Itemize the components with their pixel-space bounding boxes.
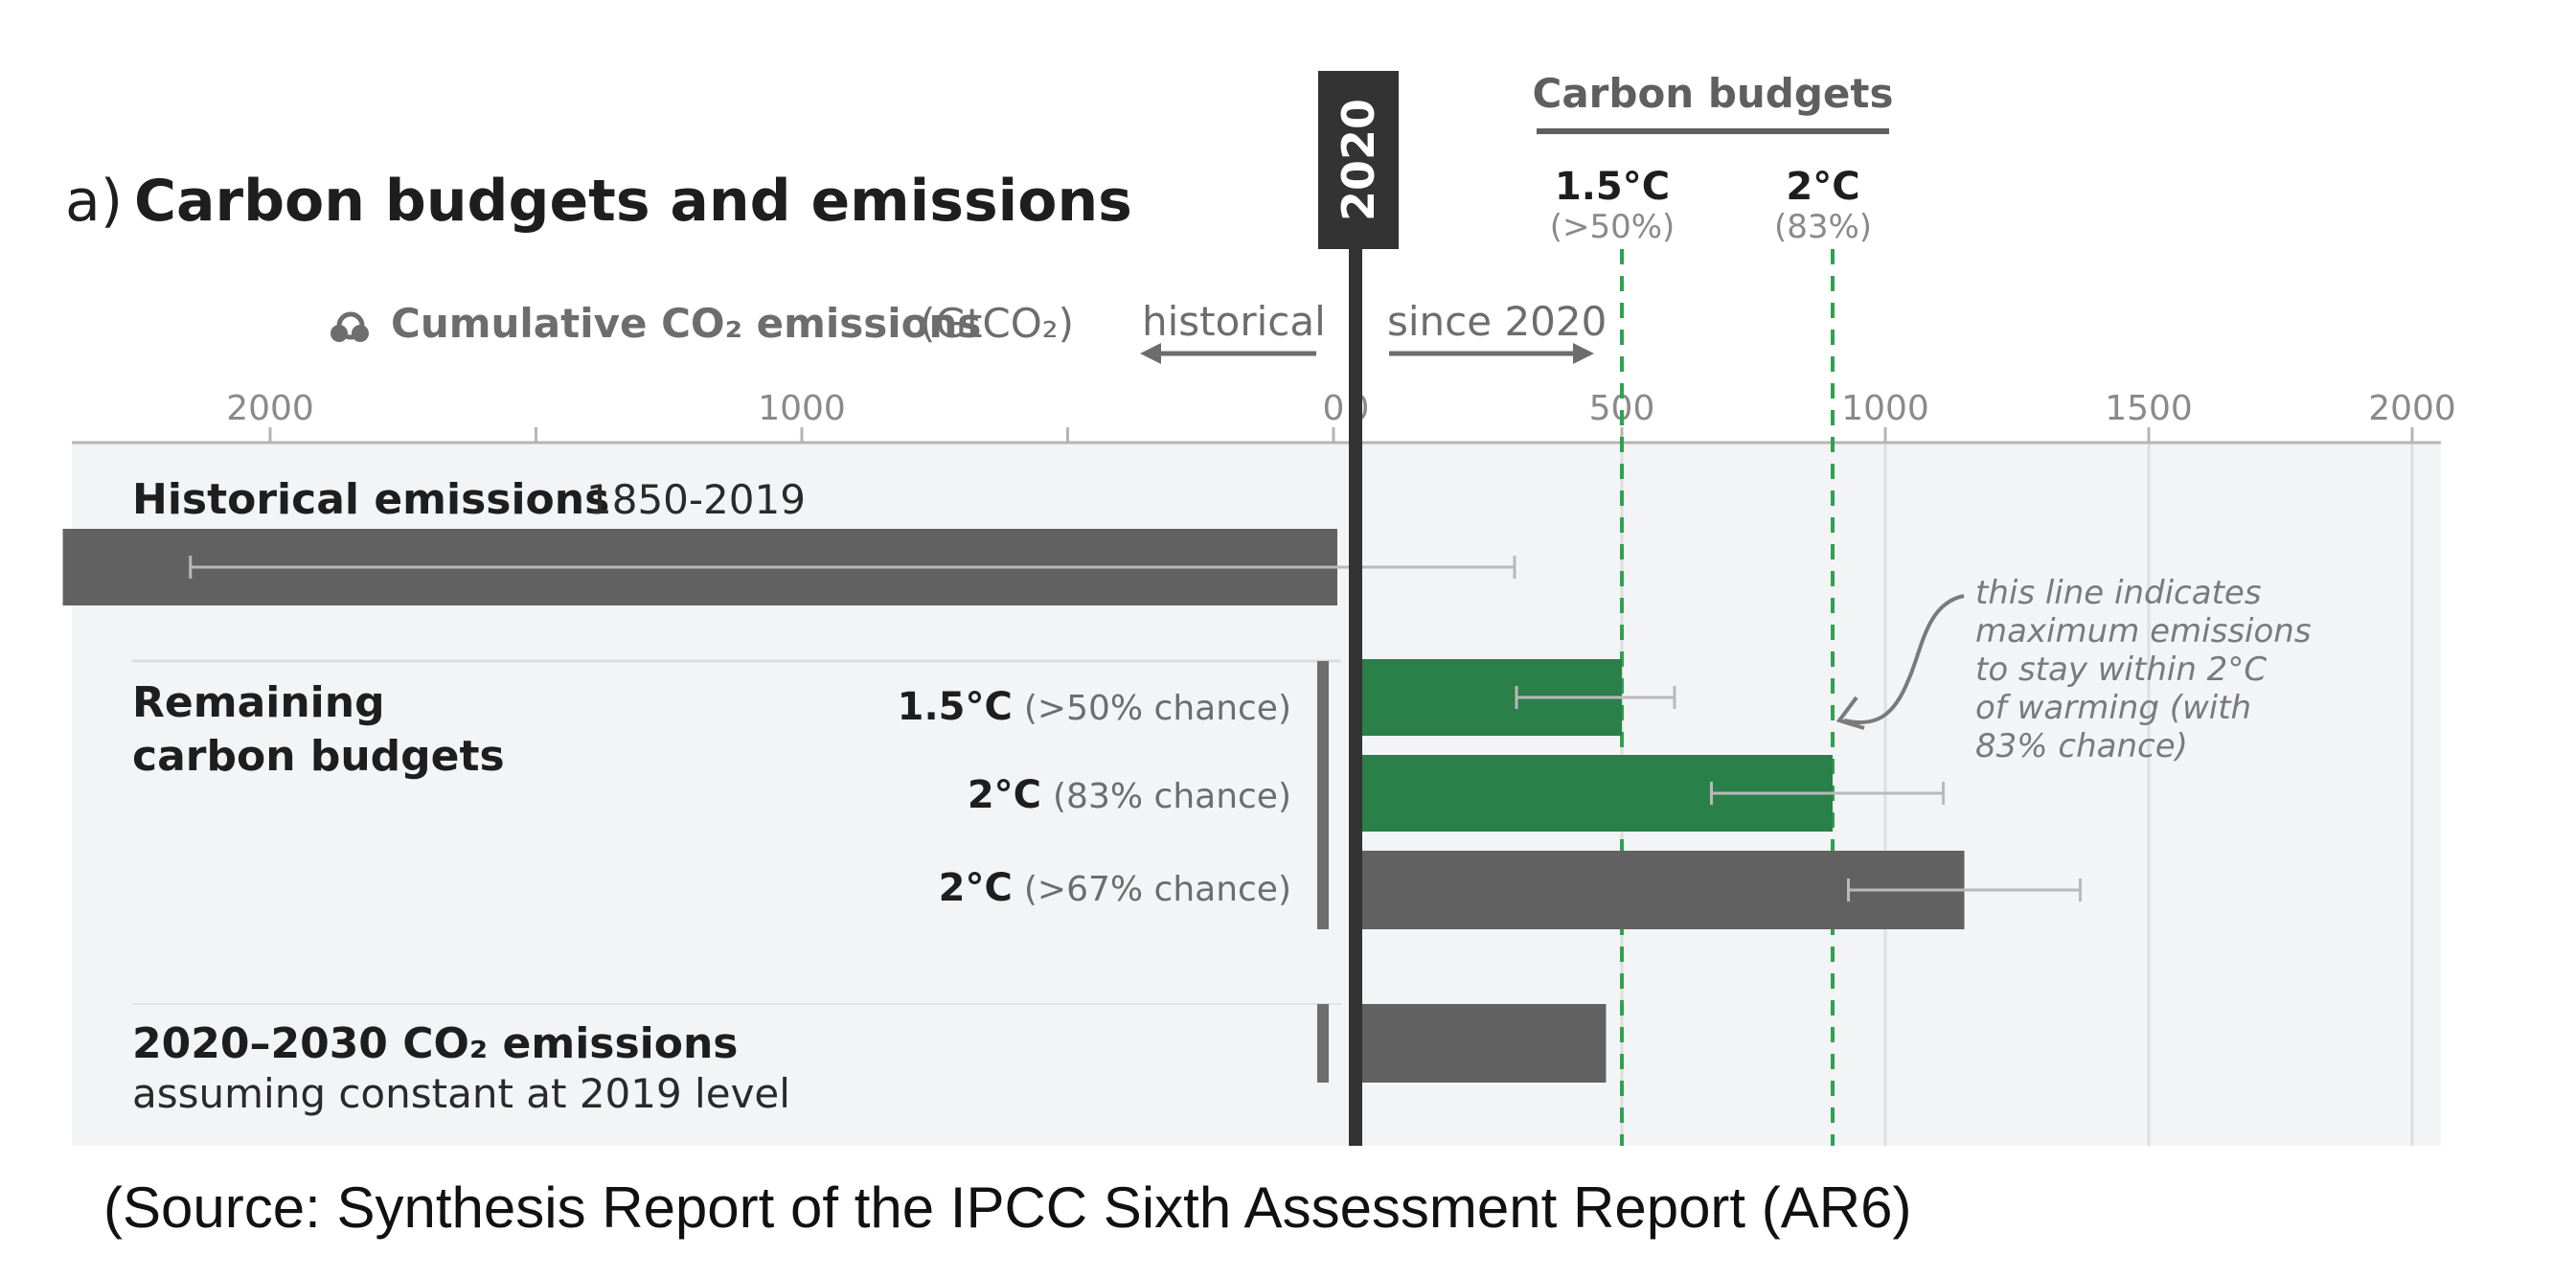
row-label-chance: (>50% chance) [1024, 689, 1291, 728]
budget-lines: 1.5°C(>50%) 2°C(83%) [1550, 165, 1872, 1146]
since-arrow-head [1573, 343, 1594, 364]
row-label-bold: 1.5°C [898, 685, 1013, 729]
svg-text:1.5°C(>50% chance): 1.5°C (>50% chance) [898, 685, 1291, 729]
year-marker-label: 2020 [1333, 99, 1384, 221]
group-emissions-subtitle: assuming constant at 2019 level [132, 1070, 790, 1117]
group-budgets-title-line2: carbon budgets [132, 732, 505, 781]
budget-line-sublabel: (83%) [1774, 208, 1872, 246]
row-label-bold: 2°C [939, 866, 1013, 910]
annotation-line: to stay within 2°C [1975, 650, 2267, 689]
annotation-arrow [1843, 594, 1965, 725]
bar [1358, 1004, 1607, 1083]
bars [62, 529, 2082, 1083]
annotation-line: this line indicates [1975, 574, 2262, 612]
carbon-budgets-header: Carbon budgets [1533, 70, 1894, 117]
annotation-line: of warming (with [1975, 689, 2251, 727]
tick-label: 1000 [1841, 389, 1929, 428]
annotation-line: 83% chance) [1975, 727, 2188, 765]
tick-label: 2000 [226, 389, 314, 428]
group-budgets-bracket [1317, 661, 1329, 929]
tick-label: 0 [1323, 389, 1345, 428]
year-marker-tab [1318, 71, 1399, 249]
historical-label: historical [1142, 298, 1326, 345]
row-label-chance: (>67% chance) [1024, 870, 1291, 909]
annotation-text: this line indicates maximum emissions to… [1975, 574, 2312, 765]
group-historical-title: Historical emissions [132, 475, 609, 524]
historical-arrow-head [1140, 343, 1161, 364]
chart-title: Carbon budgets and emissions [134, 168, 1132, 235]
row-label-bold: 2°C [968, 773, 1041, 817]
source-caption: (Source: Synthesis Report of the IPCC Si… [103, 1175, 1911, 1241]
tick-label: 1500 [2105, 389, 2193, 428]
budget-line-sublabel: (>50%) [1550, 208, 1676, 246]
group-emissions-title: 2020–2030 CO₂ emissions [132, 1019, 739, 1068]
co2-cloud-icon [331, 311, 369, 342]
tick-label: 1000 [758, 389, 846, 428]
source-prefix: (Source: [103, 1175, 321, 1240]
axis-unit: (GtCO₂) [920, 300, 1074, 347]
group-emissions-bracket [1317, 1004, 1329, 1083]
annotation-line: maximum emissions [1975, 612, 2312, 650]
group-historical-years: 1850-2019 [586, 476, 806, 523]
svg-text:2°C(>67% chance): 2°C (>67% chance) [939, 866, 1291, 910]
budget-line-label: 1.5°C [1555, 165, 1670, 209]
row-label-2c-83: 2°C (83% chance) [968, 773, 1291, 817]
row-label-chance: (83% chance) [1053, 777, 1291, 816]
budget-line-label: 2°C [1786, 165, 1859, 209]
row-label-2c-67: 2°C (>67% chance) [939, 866, 1291, 910]
group-budgets-title-line1: Remaining [132, 678, 385, 727]
panel-label: a) [65, 168, 123, 235]
since-label: since 2020 [1387, 298, 1607, 345]
annotation-arrowhead [1835, 696, 1865, 730]
row-label-1-5c: 1.5°C (>50% chance) [898, 685, 1291, 729]
svg-text:2°C(83% chance): 2°C (83% chance) [968, 773, 1291, 817]
year-marker-line [1349, 144, 1362, 1146]
source-text: Synthesis Report of the IPCC Sixth Asses… [336, 1175, 1912, 1240]
axis-title: Cumulative CO₂ emissions [391, 300, 981, 347]
tick-label: 2000 [2368, 389, 2456, 428]
